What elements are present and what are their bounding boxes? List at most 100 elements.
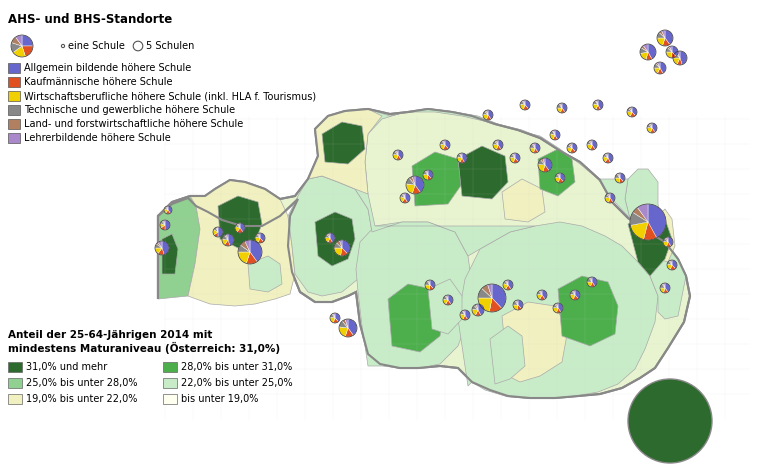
Wedge shape bbox=[329, 233, 330, 238]
Wedge shape bbox=[395, 150, 398, 155]
Wedge shape bbox=[632, 107, 637, 116]
Text: Technische und gewerbliche höhere Schule: Technische und gewerbliche höhere Schule bbox=[24, 105, 235, 115]
Wedge shape bbox=[460, 153, 462, 158]
Wedge shape bbox=[445, 140, 450, 149]
Polygon shape bbox=[538, 149, 575, 196]
Wedge shape bbox=[538, 164, 545, 172]
Wedge shape bbox=[561, 108, 565, 113]
Polygon shape bbox=[158, 109, 690, 398]
Polygon shape bbox=[628, 212, 672, 276]
Wedge shape bbox=[460, 158, 464, 163]
Wedge shape bbox=[667, 237, 668, 242]
Wedge shape bbox=[13, 46, 25, 57]
Wedge shape bbox=[669, 260, 672, 265]
Wedge shape bbox=[515, 153, 520, 162]
Wedge shape bbox=[522, 100, 525, 105]
Wedge shape bbox=[543, 158, 545, 165]
Wedge shape bbox=[592, 140, 597, 149]
Wedge shape bbox=[457, 157, 462, 163]
Wedge shape bbox=[647, 128, 652, 133]
Wedge shape bbox=[589, 277, 592, 282]
Wedge shape bbox=[680, 51, 687, 64]
Wedge shape bbox=[570, 148, 575, 153]
FancyBboxPatch shape bbox=[8, 63, 20, 73]
Wedge shape bbox=[507, 280, 508, 285]
Wedge shape bbox=[504, 281, 508, 285]
Polygon shape bbox=[502, 302, 568, 382]
Wedge shape bbox=[330, 233, 335, 242]
Wedge shape bbox=[587, 278, 592, 282]
Polygon shape bbox=[458, 222, 658, 398]
Wedge shape bbox=[597, 100, 598, 105]
Wedge shape bbox=[487, 284, 492, 298]
Wedge shape bbox=[572, 290, 575, 295]
Wedge shape bbox=[664, 283, 665, 288]
Wedge shape bbox=[462, 153, 467, 163]
Wedge shape bbox=[412, 185, 420, 194]
Wedge shape bbox=[397, 155, 401, 160]
Wedge shape bbox=[555, 177, 560, 182]
Text: Land- und forstwirtschaftliche höhere Schule: Land- und forstwirtschaftliche höhere Sc… bbox=[24, 119, 243, 129]
Wedge shape bbox=[428, 280, 430, 285]
Wedge shape bbox=[561, 103, 562, 108]
Wedge shape bbox=[530, 144, 535, 148]
Wedge shape bbox=[620, 173, 625, 182]
Wedge shape bbox=[427, 280, 430, 285]
Wedge shape bbox=[163, 220, 165, 225]
Wedge shape bbox=[495, 140, 498, 145]
Wedge shape bbox=[508, 280, 513, 289]
Wedge shape bbox=[605, 197, 610, 203]
Wedge shape bbox=[557, 108, 562, 113]
Wedge shape bbox=[225, 240, 230, 246]
Wedge shape bbox=[513, 158, 518, 163]
Wedge shape bbox=[217, 227, 218, 232]
Wedge shape bbox=[672, 260, 677, 269]
Polygon shape bbox=[315, 212, 355, 266]
Wedge shape bbox=[255, 234, 260, 238]
Wedge shape bbox=[15, 35, 22, 46]
Wedge shape bbox=[607, 193, 610, 198]
Wedge shape bbox=[255, 237, 260, 243]
Wedge shape bbox=[660, 284, 665, 288]
Wedge shape bbox=[587, 282, 592, 287]
Wedge shape bbox=[216, 227, 218, 232]
Wedge shape bbox=[607, 153, 608, 158]
Wedge shape bbox=[503, 283, 508, 290]
Wedge shape bbox=[591, 145, 595, 150]
Wedge shape bbox=[603, 156, 608, 162]
Wedge shape bbox=[402, 198, 407, 203]
Wedge shape bbox=[666, 48, 672, 52]
Wedge shape bbox=[166, 210, 170, 214]
Wedge shape bbox=[663, 241, 668, 247]
Wedge shape bbox=[673, 58, 680, 64]
Wedge shape bbox=[652, 123, 657, 132]
Wedge shape bbox=[518, 300, 523, 309]
Text: 31,0% und mehr: 31,0% und mehr bbox=[26, 362, 107, 372]
Wedge shape bbox=[530, 148, 535, 153]
Wedge shape bbox=[440, 144, 445, 150]
Wedge shape bbox=[672, 46, 678, 56]
Wedge shape bbox=[340, 240, 342, 248]
Wedge shape bbox=[493, 145, 498, 150]
Wedge shape bbox=[236, 224, 240, 228]
Wedge shape bbox=[557, 104, 562, 108]
Wedge shape bbox=[675, 52, 680, 58]
Wedge shape bbox=[218, 227, 223, 237]
Wedge shape bbox=[515, 300, 518, 305]
Wedge shape bbox=[158, 248, 164, 255]
FancyBboxPatch shape bbox=[163, 362, 177, 372]
Wedge shape bbox=[537, 291, 542, 295]
Wedge shape bbox=[654, 64, 660, 68]
Wedge shape bbox=[348, 319, 357, 335]
Wedge shape bbox=[667, 264, 672, 270]
Wedge shape bbox=[572, 143, 577, 152]
Wedge shape bbox=[493, 141, 498, 145]
Wedge shape bbox=[651, 123, 652, 128]
Wedge shape bbox=[246, 252, 257, 264]
Text: bis unter 19,0%: bis unter 19,0% bbox=[181, 394, 259, 404]
Wedge shape bbox=[657, 33, 665, 38]
Wedge shape bbox=[558, 173, 560, 178]
Wedge shape bbox=[465, 310, 470, 319]
Wedge shape bbox=[512, 153, 515, 158]
Wedge shape bbox=[630, 212, 648, 225]
